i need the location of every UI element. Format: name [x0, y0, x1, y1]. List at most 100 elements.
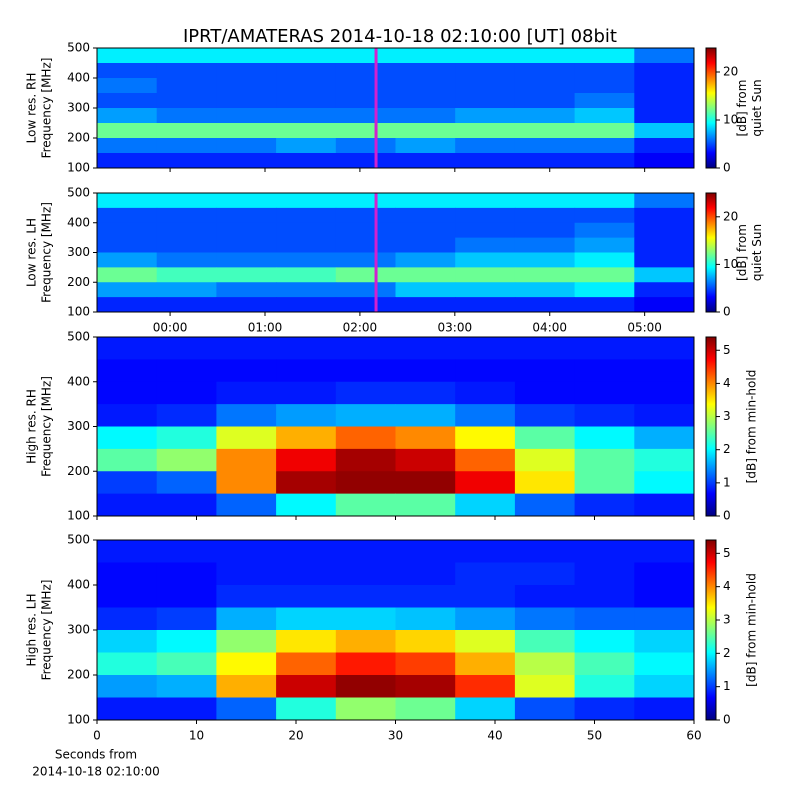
heatmap-cell — [455, 108, 516, 124]
heatmap-cell — [574, 381, 635, 405]
heatmap-cell — [455, 153, 516, 169]
colorbar-label: [dB] from — [735, 80, 749, 137]
heatmap-cell — [455, 237, 516, 253]
heatmap-cell — [156, 675, 217, 698]
colorbar-tick-label: 0 — [723, 161, 731, 175]
heatmap-cell — [156, 562, 217, 586]
heatmap-cell — [156, 123, 217, 139]
heatmap-cell — [395, 426, 456, 450]
heatmap-cell — [276, 93, 337, 109]
heatmap-cell — [395, 493, 456, 517]
heatmap-cell — [276, 585, 337, 608]
heatmap-cell — [216, 652, 277, 676]
heatmap-cell — [216, 252, 277, 268]
heatmap-cell — [156, 540, 217, 563]
heatmap-cell — [216, 697, 277, 721]
heatmap-cell — [156, 697, 217, 721]
heatmap-cell — [514, 562, 576, 586]
x-tick-label: 10 — [189, 729, 204, 743]
heatmap-cell — [97, 675, 158, 698]
heatmap-cell — [156, 337, 217, 360]
heatmap-cell — [97, 297, 158, 313]
heatmap-cell — [514, 78, 576, 94]
colorbar-tick-label: 10 — [723, 113, 738, 127]
heatmap-cell — [634, 448, 695, 472]
heatmap-cell — [97, 48, 158, 64]
heatmap-cell — [455, 585, 516, 608]
heatmap-cell — [455, 562, 516, 586]
colorbar-tick-label: 5 — [723, 546, 731, 560]
heatmap-cell — [335, 359, 396, 383]
heatmap-cell — [276, 222, 337, 239]
heatmap-cell — [216, 297, 277, 313]
heatmap-cell — [335, 48, 396, 64]
heatmap-cell — [395, 108, 456, 124]
heatmap-cell — [276, 404, 337, 427]
heatmap-cell — [97, 222, 158, 239]
heatmap-cell — [395, 267, 456, 283]
heatmap-cell — [156, 297, 217, 313]
heatmap-cell — [276, 359, 337, 383]
heatmap-cell — [216, 381, 277, 405]
heatmap-cell — [514, 153, 576, 169]
x-tick-label: 00:00 — [153, 321, 188, 335]
heatmap-cell — [395, 359, 456, 383]
y-tick-label: 500 — [67, 330, 90, 344]
heatmap-cell — [97, 630, 158, 653]
heatmap-cell — [97, 78, 158, 94]
y-tick-label: 500 — [67, 533, 90, 547]
colorbar-tick-label: 0 — [723, 713, 731, 727]
heatmap-cell — [574, 493, 635, 517]
colorbar-tick-label: 3 — [723, 409, 731, 423]
heatmap-cell — [574, 123, 635, 139]
heatmap-cell — [634, 63, 695, 79]
heatmap-cell — [97, 282, 158, 298]
heatmap-cell — [216, 78, 277, 94]
heatmap-cell — [455, 252, 516, 268]
heatmap-cell — [97, 652, 158, 676]
heatmap-cell — [634, 381, 695, 405]
colorbar-tick-label: 5 — [723, 343, 731, 357]
heatmap-cell — [276, 448, 337, 472]
heatmap-cell — [216, 63, 277, 79]
heatmap-cell — [395, 448, 456, 472]
heatmap-cell — [97, 267, 158, 283]
heatmap-cell — [97, 93, 158, 109]
heatmap-cell — [634, 359, 695, 383]
heatmap-cell — [156, 222, 217, 239]
heatmap-cell — [455, 297, 516, 313]
heatmap-cell — [514, 267, 576, 283]
heatmap-cell — [574, 222, 635, 239]
heatmap-cell — [97, 562, 158, 586]
y-axis-label: High res. RH — [25, 389, 39, 464]
heatmap-cell — [634, 123, 695, 139]
heatmap-cell — [395, 282, 456, 298]
heatmap-cell — [634, 252, 695, 268]
heatmap-cell — [455, 652, 516, 676]
heatmap-cell — [276, 282, 337, 298]
heatmap-cell — [97, 337, 158, 360]
heatmap-cell — [276, 471, 337, 495]
heatmap-cell — [97, 108, 158, 124]
heatmap-cell — [574, 93, 635, 109]
heatmap-cell — [216, 48, 277, 64]
heatmap-cell — [276, 297, 337, 313]
heatmap-cell — [216, 471, 277, 495]
heatmap-cell — [574, 540, 635, 563]
heatmap-cell — [335, 426, 396, 450]
heatmap-cell — [276, 78, 337, 94]
heatmap-cell — [97, 381, 158, 405]
y-tick-label: 100 — [67, 161, 90, 175]
heatmap-cell — [335, 63, 396, 79]
heatmap-cell — [514, 138, 576, 154]
y-tick-label: 200 — [67, 668, 90, 682]
heatmap-cell — [156, 471, 217, 495]
heatmap-cell — [156, 404, 217, 427]
y-tick-label: 300 — [67, 101, 90, 115]
heatmap-cell — [216, 138, 277, 154]
heatmap-cell — [514, 697, 576, 721]
x-tick-label: 60 — [686, 729, 701, 743]
heatmap-cell — [634, 48, 695, 64]
x-tick-label: 0 — [93, 729, 101, 743]
heatmap-cell — [216, 267, 277, 283]
